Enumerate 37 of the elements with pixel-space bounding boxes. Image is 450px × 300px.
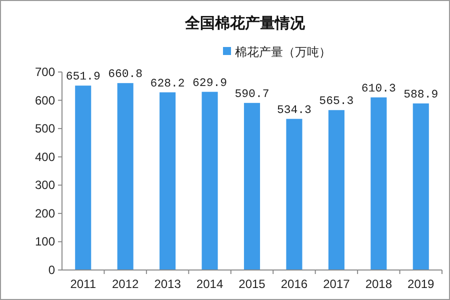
data-label: 590.7 (234, 88, 270, 101)
y-tick-label: 300 (34, 178, 56, 192)
bar (75, 86, 92, 270)
bar (412, 103, 429, 270)
x-tick-label: 2019 (408, 277, 435, 291)
bar (160, 92, 176, 270)
bar (244, 102, 260, 270)
x-tick-label: 2014 (196, 277, 224, 291)
data-label: 610.3 (361, 82, 396, 96)
bar (328, 110, 344, 270)
data-label: 588.9 (404, 88, 438, 102)
y-tick-label: 200 (34, 206, 56, 220)
data-label: 660.8 (108, 68, 143, 82)
data-label: 534.3 (276, 104, 312, 117)
x-tick-label: 2016 (280, 277, 308, 291)
y-tick-label: 0 (48, 263, 56, 277)
x-tick-label: 2011 (70, 277, 96, 291)
y-tick-label: 400 (34, 150, 56, 164)
data-label: 628.2 (150, 77, 185, 90)
y-tick-label: 500 (34, 122, 56, 136)
bar (370, 97, 387, 270)
bar (202, 92, 218, 270)
chart-title: 全国棉花产量情况 (184, 14, 306, 32)
data-label: 629.9 (192, 76, 228, 90)
data-label: 565.3 (319, 95, 354, 108)
x-tick-label: 2015 (238, 277, 266, 291)
x-tick-label: 2012 (112, 277, 140, 291)
data-label: 651.9 (66, 70, 100, 84)
x-tick-label: 2013 (154, 277, 182, 291)
y-tick-label: 100 (34, 234, 56, 249)
bar (286, 118, 302, 270)
x-tick-label: 2017 (323, 277, 350, 291)
bar (117, 83, 134, 270)
y-tick-label: 700 (34, 65, 56, 79)
legend-label: 棉花产量（万吨） (235, 45, 331, 59)
y-tick-label: 600 (34, 93, 56, 108)
x-tick-label: 2018 (365, 277, 392, 291)
